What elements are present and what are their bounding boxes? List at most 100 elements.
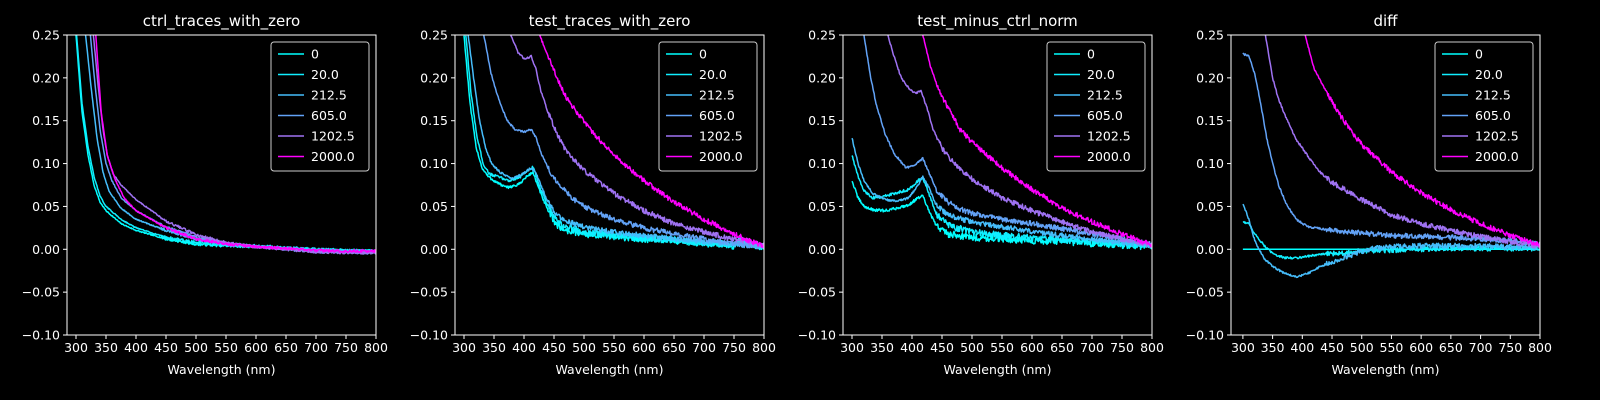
chart-title: ctrl_traces_with_zero [143, 12, 300, 31]
y-tick-label: 0.20 [420, 70, 448, 85]
y-tick-label: 0.10 [808, 156, 836, 171]
legend-label: 0 [699, 47, 707, 62]
legend-label: 20.0 [311, 67, 339, 82]
legend-label: 2000.0 [311, 149, 355, 164]
y-tick-label: 0.25 [1196, 28, 1224, 43]
legend-label: 1202.5 [311, 129, 355, 144]
series-line-2000-0 [1304, 35, 1540, 248]
y-tick-label: 0.20 [32, 70, 60, 85]
x-tick-label: 450 [154, 340, 178, 355]
legend-label: 0 [1087, 47, 1095, 62]
y-tick-label: 0.00 [1196, 242, 1224, 257]
x-tick-label: 550 [214, 340, 238, 355]
chart-panel-2: 300 350 400 450 500 550 600 650 700 750 800 −0.10 −0… [410, 12, 776, 377]
series-group [851, 35, 1152, 251]
x-tick-label: 700 [1080, 340, 1104, 355]
x-tick-label: 550 [990, 340, 1014, 355]
x-tick-label: 700 [1469, 340, 1493, 355]
chart-panel-3: 300 350 400 450 500 550 600 650 700 750 800 −0.10 −0… [798, 12, 1164, 377]
y-tick-label: 0.15 [808, 113, 836, 128]
legend: 0 20.0 212.5 605.0 1202.5 2000.0 [1434, 41, 1534, 172]
y-tick-label: 0.20 [808, 70, 836, 85]
axes-frame [842, 34, 1153, 336]
legend-label: 2000.0 [699, 149, 743, 164]
x-tick-label: 500 [572, 340, 596, 355]
x-tick-label: 750 [722, 340, 746, 355]
series-line-1202-5 [510, 35, 764, 248]
x-tick-label: 750 [334, 340, 358, 355]
y-tick-label: 0.25 [420, 28, 448, 43]
chart-title: test_minus_ctrl_norm [917, 12, 1078, 31]
y-tick-label: 0.25 [32, 28, 60, 43]
series-line-2000-0 [922, 35, 1152, 248]
legend: 0 20.0 212.5 605.0 1202.5 2000.0 [270, 41, 370, 172]
legend-label: 2000.0 [1087, 149, 1131, 164]
y-tick-label: 0.20 [1196, 70, 1224, 85]
y-tick-label: 0.00 [420, 242, 448, 257]
x-tick-label: 500 [184, 340, 208, 355]
x-tick-label: 400 [900, 340, 924, 355]
series-line-212-5 [1242, 203, 1540, 279]
x-tick-label: 400 [512, 340, 536, 355]
legend-label: 0 [1475, 47, 1483, 62]
x-tick-label: 500 [960, 340, 984, 355]
axes-frame [454, 34, 765, 336]
x-axis-label: Wavelength (nm) [1332, 362, 1440, 377]
y-tick-label: 0.15 [32, 113, 60, 128]
x-tick-label: 550 [602, 340, 626, 355]
series-group [463, 35, 764, 251]
legend: 0 20.0 212.5 605.0 1202.5 2000.0 [658, 41, 758, 172]
x-tick-label: 700 [304, 340, 328, 355]
axes-frame [66, 34, 377, 336]
chart-title: diff [1373, 12, 1398, 30]
y-tick-label: −0.05 [1186, 285, 1224, 300]
legend-label: 2000.0 [1475, 149, 1519, 164]
x-axis-label: Wavelength (nm) [944, 362, 1052, 377]
legend-label: 1202.5 [1087, 129, 1131, 144]
x-tick-label: 700 [692, 340, 716, 355]
legend-label: 212.5 [1087, 88, 1123, 103]
y-tick-label: −0.10 [410, 328, 448, 343]
legend-label: 212.5 [311, 88, 347, 103]
y-tick-label: 0.25 [808, 28, 836, 43]
y-tick-label: 0.00 [808, 242, 836, 257]
series-line-2000-0 [538, 35, 764, 250]
x-tick-label: 650 [662, 340, 686, 355]
x-tick-label: 300 [1231, 340, 1255, 355]
legend-label: 212.5 [1475, 88, 1511, 103]
y-tick-label: −0.05 [410, 285, 448, 300]
x-axis-label: Wavelength (nm) [556, 362, 664, 377]
x-tick-label: 600 [244, 340, 268, 355]
chart-panel-1: 300 350 400 450 500 550 600 650 700 750 800 −0.10 −0… [22, 12, 388, 377]
y-tick-label: 0.00 [32, 242, 60, 257]
x-tick-label: 450 [1320, 340, 1344, 355]
series-line-20-0 [75, 35, 376, 253]
series-group [1242, 35, 1540, 279]
x-tick-label: 350 [870, 340, 894, 355]
y-tick-label: 0.15 [1196, 113, 1224, 128]
legend-label: 605.0 [311, 108, 347, 123]
x-tick-label: 300 [64, 340, 88, 355]
x-tick-label: 600 [632, 340, 656, 355]
series-line-1202-5 [887, 35, 1152, 248]
legend-label: 605.0 [699, 108, 735, 123]
y-tick-label: −0.10 [798, 328, 836, 343]
y-tick-label: −0.10 [22, 328, 60, 343]
legend-label: 20.0 [1475, 67, 1503, 82]
x-tick-label: 550 [1380, 340, 1404, 355]
x-tick-label: 500 [1350, 340, 1374, 355]
x-tick-label: 350 [482, 340, 506, 355]
x-tick-label: 300 [452, 340, 476, 355]
x-tick-label: 650 [1439, 340, 1463, 355]
series-line-1202-5 [1264, 35, 1540, 249]
y-tick-label: 0.05 [1196, 199, 1224, 214]
y-tick-label: 0.10 [1196, 156, 1224, 171]
x-tick-label: 800 [1528, 340, 1552, 355]
series-line-212-5 [851, 137, 1152, 249]
x-tick-label: 400 [124, 340, 148, 355]
axes-frame [1230, 34, 1541, 336]
y-tick-label: 0.10 [420, 156, 448, 171]
legend-label: 20.0 [699, 67, 727, 82]
legend-label: 0 [311, 47, 319, 62]
